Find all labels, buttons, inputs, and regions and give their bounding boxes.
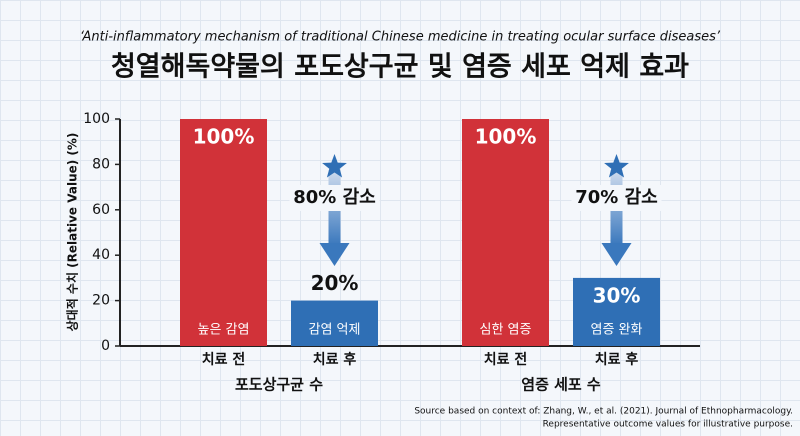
star [322, 154, 347, 178]
y-tick-label: 80 [92, 156, 110, 172]
subtitle: ‘Anti-inflammatory mechanism of traditio… [80, 30, 721, 45]
value-label: 20% [311, 271, 359, 295]
bar-label: 높은 감염 [198, 323, 250, 338]
x-tick-label: 치료 전 [484, 351, 528, 368]
y-tick-label: 100 [83, 111, 110, 127]
x-tick-label: 치료 후 [313, 352, 357, 368]
y-tick-label: 0 [101, 338, 110, 354]
bar-label: 염증 완화 [591, 323, 643, 338]
value-label: 100% [475, 125, 537, 149]
bar-label: 감염 억제 [309, 323, 361, 338]
title: 청열해독약물의 포도상구균 및 염증 세포 억제 효과 [111, 52, 689, 83]
annotation: 80% 감소 [293, 187, 375, 208]
y-tick-label: 60 [92, 202, 110, 218]
annotation-bg [289, 185, 380, 211]
bar [180, 119, 267, 346]
y-tick-label: 20 [92, 293, 110, 309]
source: Representative outcome values for illust… [543, 420, 793, 430]
x-tick-label: 치료 전 [202, 351, 246, 368]
annotation-bg [571, 185, 662, 211]
bar-label: 심한 염증 [480, 323, 532, 338]
value-label: 100% [193, 125, 255, 149]
bar [573, 277, 660, 346]
y-tick-label: 40 [92, 247, 110, 263]
source: Source based on context of: Zhang, W., e… [414, 407, 793, 417]
bar [462, 119, 549, 346]
x-tick-label: 치료 후 [595, 352, 639, 368]
group-label: 포도상구균 수 [235, 376, 323, 394]
bar [291, 300, 378, 346]
y-axis-label: 상대적 수치 (Relative Value) (%) [65, 133, 80, 332]
annotation: 70% 감소 [575, 187, 657, 208]
arrow-head [601, 243, 632, 266]
group-label: 염증 세포 수 [521, 376, 601, 394]
star [604, 154, 629, 178]
arrow-head [319, 243, 350, 266]
value-label: 30% [593, 283, 641, 307]
